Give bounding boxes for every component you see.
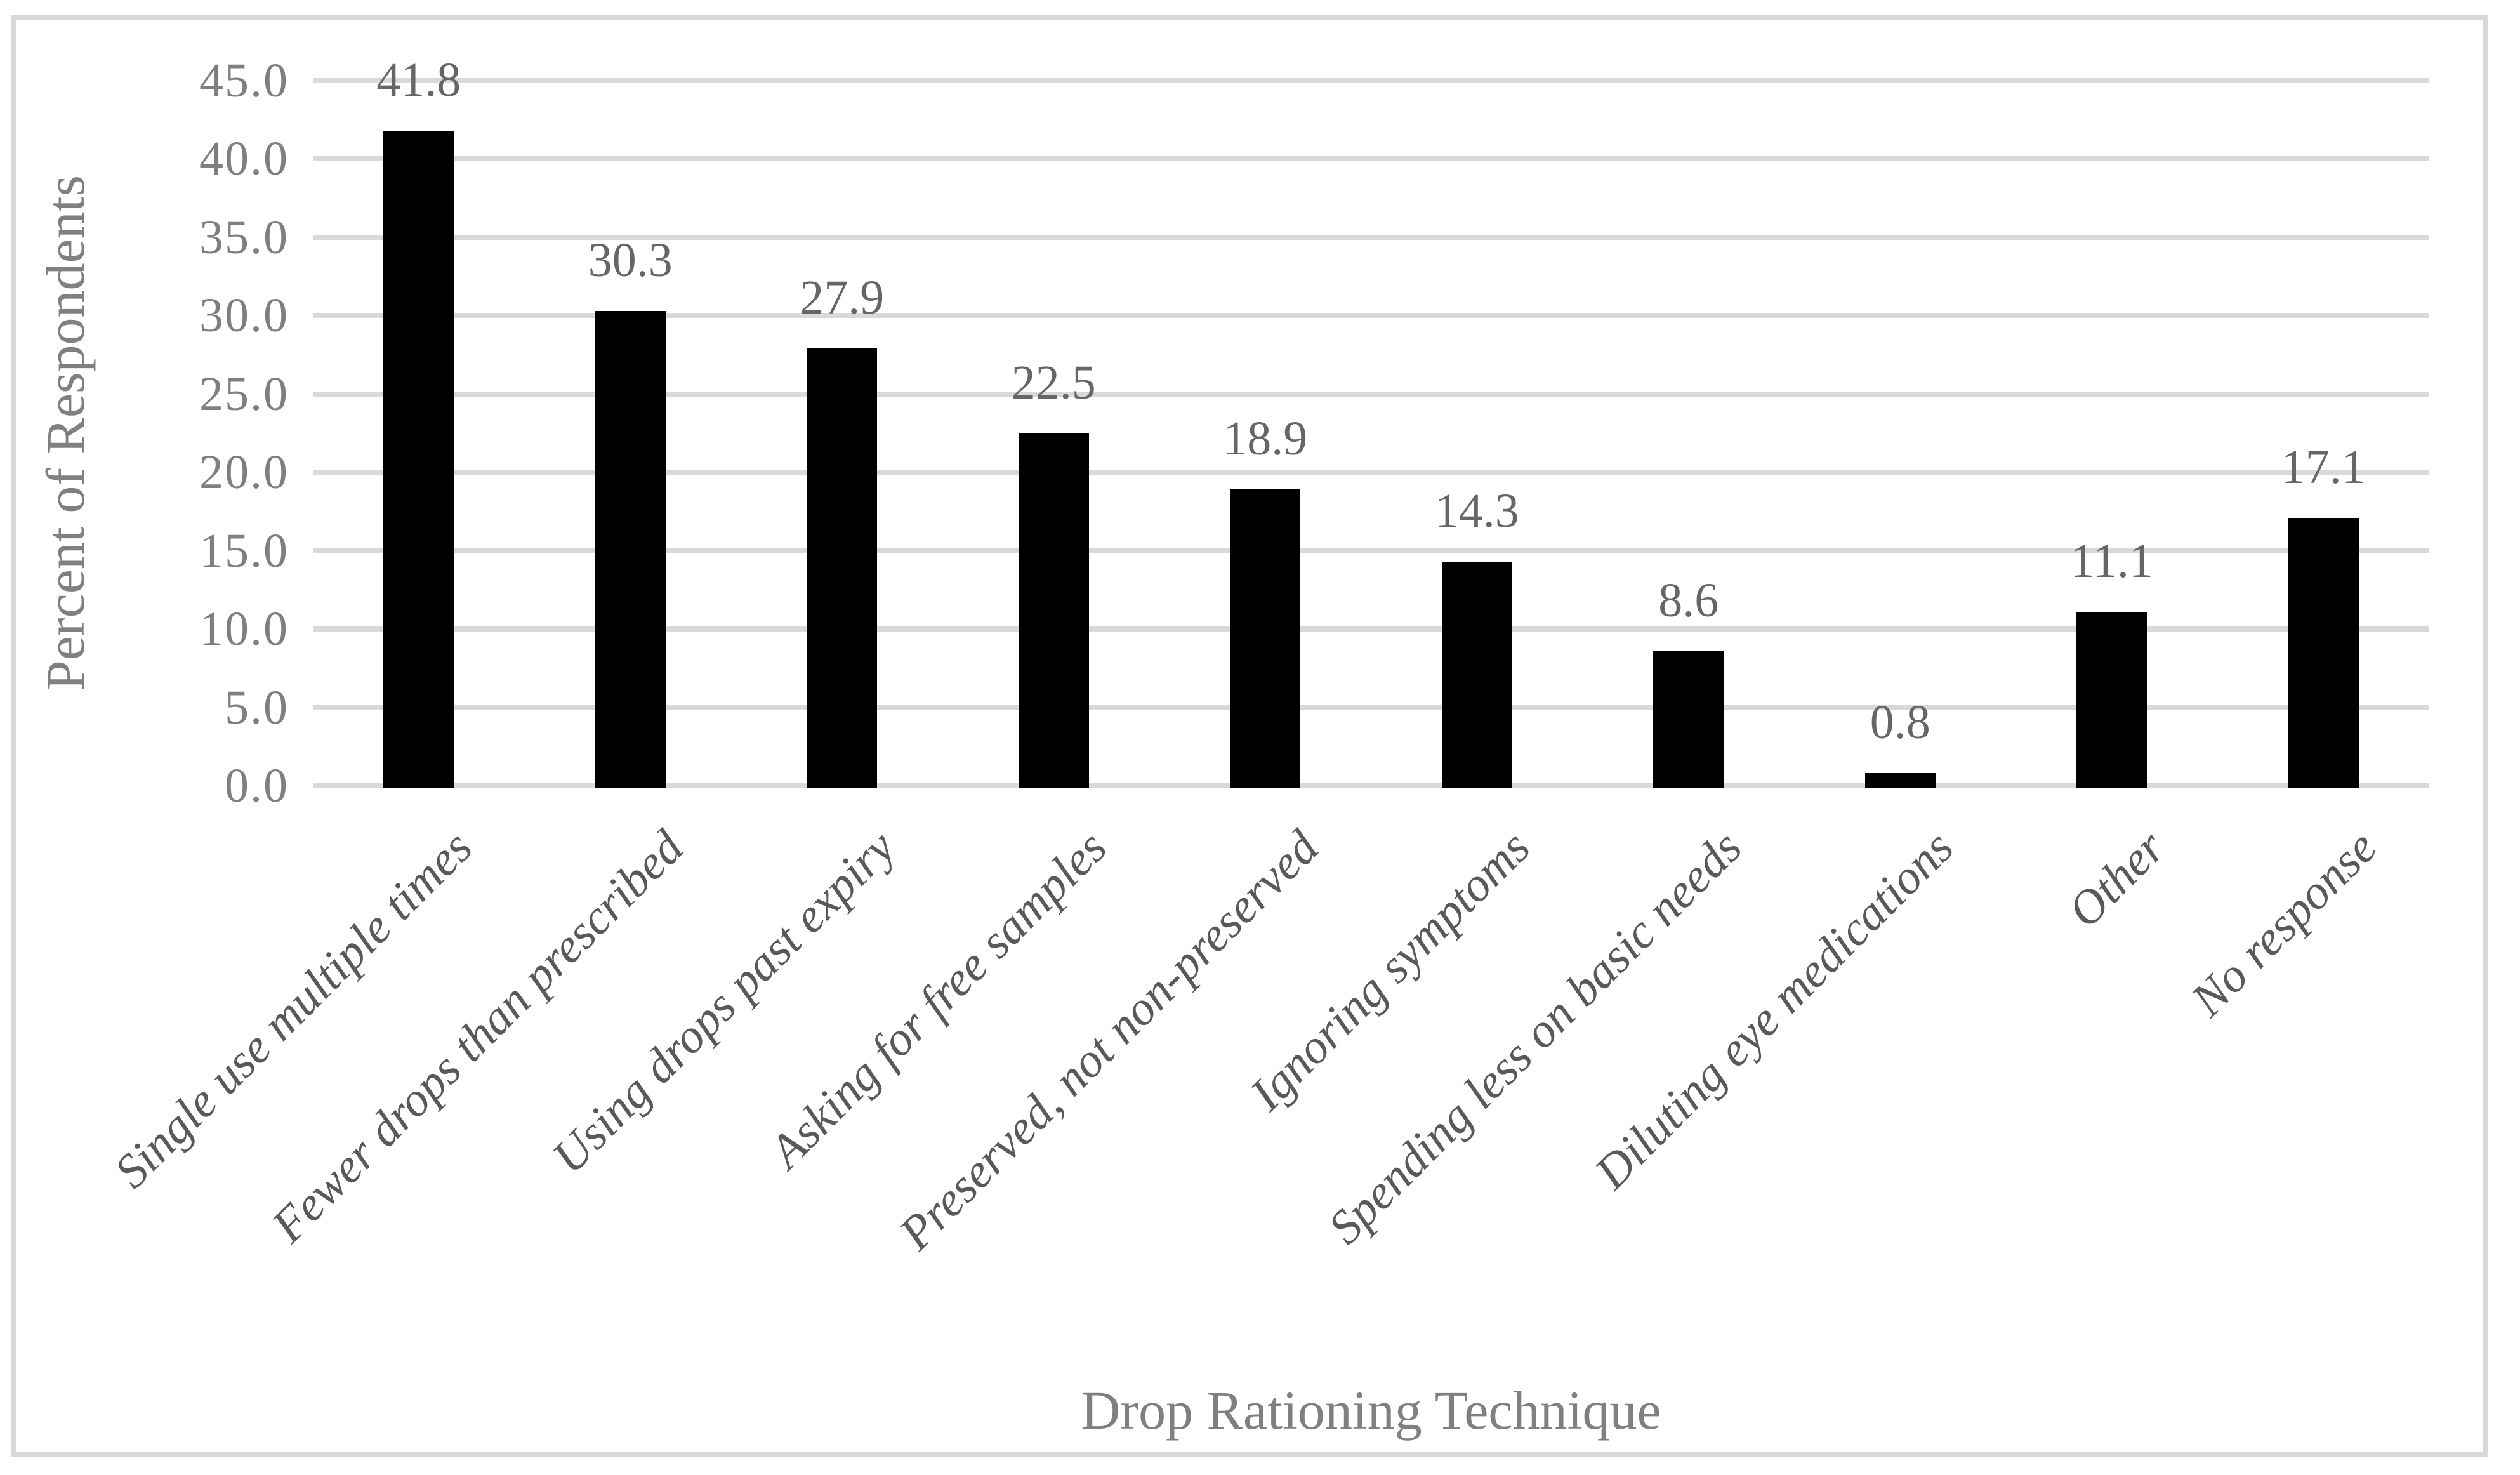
data-label: 41.8 xyxy=(376,53,461,107)
bar-fewer-drops-than-prescribed xyxy=(595,310,666,788)
data-label: 27.9 xyxy=(800,271,885,325)
y-tick-label: 25.0 xyxy=(199,367,289,421)
bar-using-drops-past-expiry xyxy=(807,348,878,788)
gridline-35.0 xyxy=(313,234,2429,240)
gridline-15.0 xyxy=(313,548,2429,553)
data-label: 0.8 xyxy=(1870,696,1930,750)
y-tick-label: 45.0 xyxy=(199,54,289,107)
y-tick-label: 20.0 xyxy=(199,446,289,499)
bar-asking-for-free-samples xyxy=(1018,433,1089,788)
bar-other xyxy=(2076,611,2147,788)
bar-ignoring-symptoms xyxy=(1441,561,1512,788)
y-axis-title: Percent of Respondents xyxy=(35,175,96,691)
gridline-20.0 xyxy=(313,470,2429,475)
y-tick-label: 5.0 xyxy=(225,680,289,734)
bar-diluting-eye-medications xyxy=(1864,773,1936,788)
gridline-40.0 xyxy=(313,156,2429,162)
bar-spending-less-on-basic-needs xyxy=(1653,651,1724,788)
gridline-0.0 xyxy=(313,783,2429,788)
bar-no-response xyxy=(2288,517,2359,788)
y-tick-label: 40.0 xyxy=(199,132,289,186)
data-label: 18.9 xyxy=(1223,412,1308,466)
gridline-5.0 xyxy=(313,704,2429,710)
y-tick-label: 10.0 xyxy=(199,602,289,656)
data-label: 14.3 xyxy=(1434,484,1519,538)
gridline-25.0 xyxy=(313,391,2429,397)
x-axis-title: Drop Rationing Technique xyxy=(1081,1380,1661,1441)
data-label: 8.6 xyxy=(1658,573,1719,627)
data-label: 17.1 xyxy=(2281,440,2366,494)
y-tick-label: 0.0 xyxy=(225,759,289,812)
data-label: 30.3 xyxy=(588,233,673,287)
y-axis-title-box: Percent of Respondents xyxy=(24,81,107,786)
data-label: 11.1 xyxy=(2070,534,2153,588)
gridline-30.0 xyxy=(313,313,2429,319)
bar-single-use-multiple-times xyxy=(383,131,454,788)
y-tick-label: 15.0 xyxy=(199,524,289,578)
y-tick-label: 35.0 xyxy=(199,210,289,264)
y-tick-label: 30.0 xyxy=(199,289,289,343)
gridline-10.0 xyxy=(313,626,2429,632)
gridline-45.0 xyxy=(313,78,2429,83)
data-label: 22.5 xyxy=(1011,355,1096,409)
bar-preserved-not-non-preserved xyxy=(1230,489,1301,788)
